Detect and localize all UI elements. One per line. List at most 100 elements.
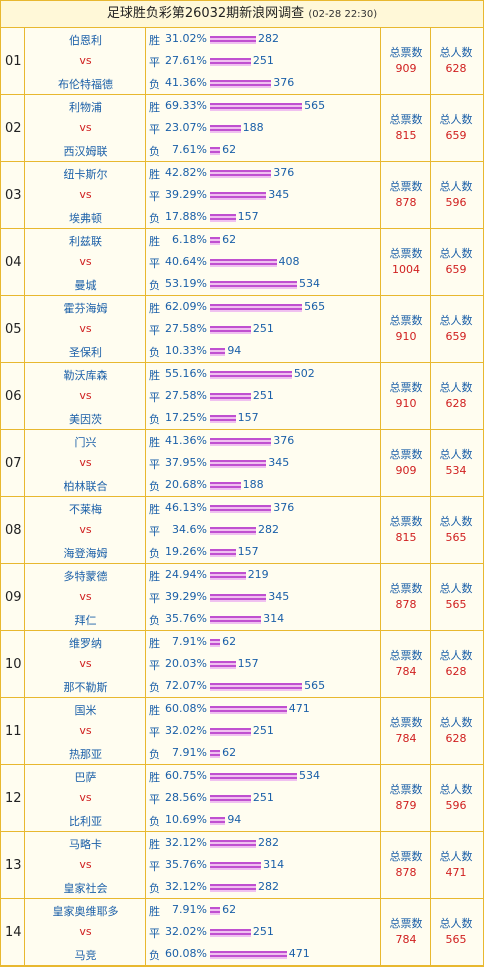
count: 62 [222, 233, 237, 246]
column-divider [24, 95, 25, 161]
outcome-label: 负 [149, 279, 160, 292]
total-people-label: 总人数 [439, 649, 473, 662]
column-divider [145, 296, 146, 362]
column-divider [430, 162, 431, 228]
column-divider [145, 363, 146, 429]
match-no: 04 [5, 255, 22, 270]
total-votes: 909 [395, 62, 417, 75]
total-people-label: 总人数 [439, 515, 473, 528]
vs: vs [79, 121, 92, 134]
column-divider [145, 832, 146, 898]
count: 157 [237, 657, 259, 670]
match-row: 01 伯恩利 vs 布伦特福德 胜 31.02% 282 平 27.61% 251 负 41.36% 3… [1, 28, 483, 95]
count-bar [210, 527, 256, 535]
percent: 60.75% [165, 769, 207, 782]
count: 251 [252, 925, 274, 938]
count-bar [210, 304, 303, 312]
column-divider [145, 698, 146, 764]
total-people-label: 总人数 [439, 850, 473, 863]
outcome-label: 负 [149, 212, 160, 225]
percent: 7.91% [172, 635, 207, 648]
percent: 32.02% [165, 724, 207, 737]
total-people: 565 [445, 933, 467, 946]
column-divider [380, 28, 381, 94]
percent: 20.03% [165, 657, 207, 670]
total-votes-label: 总票数 [389, 46, 423, 59]
outcome-label: 胜 [149, 369, 160, 382]
percent: 27.58% [165, 389, 207, 402]
total-people-label: 总人数 [439, 180, 473, 193]
outcome-label: 负 [149, 480, 160, 493]
count: 345 [268, 188, 290, 201]
column-divider [145, 229, 146, 295]
column-divider [430, 497, 431, 563]
percent: 39.29% [165, 590, 207, 603]
percent: 31.02% [165, 32, 207, 45]
percent: 6.18% [172, 233, 207, 246]
percent: 28.56% [165, 791, 207, 804]
outcome-label: 胜 [149, 34, 160, 47]
percent: 41.36% [165, 434, 207, 447]
count-bar [210, 192, 267, 200]
percent: 17.25% [165, 411, 207, 424]
time: (02-28 22:30) [308, 9, 378, 20]
percent: 10.69% [165, 813, 207, 826]
column-divider [24, 229, 25, 295]
percent: 60.08% [165, 702, 207, 715]
home-team: 门兴 [74, 436, 97, 449]
title-bar: 足球胜负彩第26032期新浪网调查 (02-28 22:30) [1, 1, 483, 28]
total-votes: 815 [395, 129, 417, 142]
column-divider [145, 631, 146, 697]
count: 282 [257, 836, 279, 849]
total-votes: 910 [395, 397, 417, 410]
percent: 72.07% [165, 679, 207, 692]
outcome-label: 平 [149, 659, 160, 672]
count: 376 [273, 166, 295, 179]
count: 62 [222, 746, 237, 759]
percent: 24.94% [165, 568, 207, 581]
outcome-label: 胜 [149, 905, 160, 918]
match-no: 09 [5, 590, 22, 605]
away-team: 那不勒斯 [63, 681, 108, 694]
count-bar [210, 460, 267, 468]
total-votes-label: 总票数 [389, 180, 423, 193]
count-bar [210, 237, 221, 245]
column-divider [380, 363, 381, 429]
count: 408 [278, 255, 300, 268]
home-team: 国米 [74, 704, 97, 717]
outcome-label: 负 [149, 815, 160, 828]
percent: 42.82% [165, 166, 207, 179]
percent: 46.13% [165, 501, 207, 514]
match-row: 08 不莱梅 vs 海登海姆 胜 46.13% 376 平 34.6% 282 负 19.26% 157… [1, 497, 483, 564]
total-people: 628 [445, 397, 467, 410]
column-divider [380, 162, 381, 228]
column-divider [430, 698, 431, 764]
count: 534 [299, 769, 321, 782]
percent: 55.16% [165, 367, 207, 380]
total-votes-label: 总票数 [389, 649, 423, 662]
column-divider [430, 899, 431, 965]
column-divider [24, 631, 25, 697]
total-people-label: 总人数 [439, 46, 473, 59]
column-divider [24, 497, 25, 563]
column-divider [380, 95, 381, 161]
outcome-label: 平 [149, 592, 160, 605]
column-divider [24, 28, 25, 94]
match-row: 11 国米 vs 热那亚 胜 60.08% 471 平 32.02% 251 负 7.91% 62 总票数… [1, 698, 483, 765]
outcome-label: 平 [149, 324, 160, 337]
total-people: 628 [445, 665, 467, 678]
vs: vs [79, 188, 92, 201]
match-row: 05 霍芬海姆 vs 圣保利 胜 62.09% 565 平 27.58% 251 负 10.33% 94… [1, 296, 483, 363]
total-people: 565 [445, 598, 467, 611]
count-bar [210, 616, 262, 624]
count-bar [210, 326, 251, 334]
away-team: 埃弗顿 [69, 212, 102, 225]
total-votes-label: 总票数 [389, 448, 423, 461]
total-people: 565 [445, 531, 467, 544]
match-row: 04 利兹联 vs 曼城 胜 6.18% 62 平 40.64% 408 负 53.19% 534 总票数… [1, 229, 483, 296]
count-bar [210, 661, 236, 669]
column-divider [24, 698, 25, 764]
percent: 7.91% [172, 903, 207, 916]
match-no: 02 [5, 121, 22, 136]
